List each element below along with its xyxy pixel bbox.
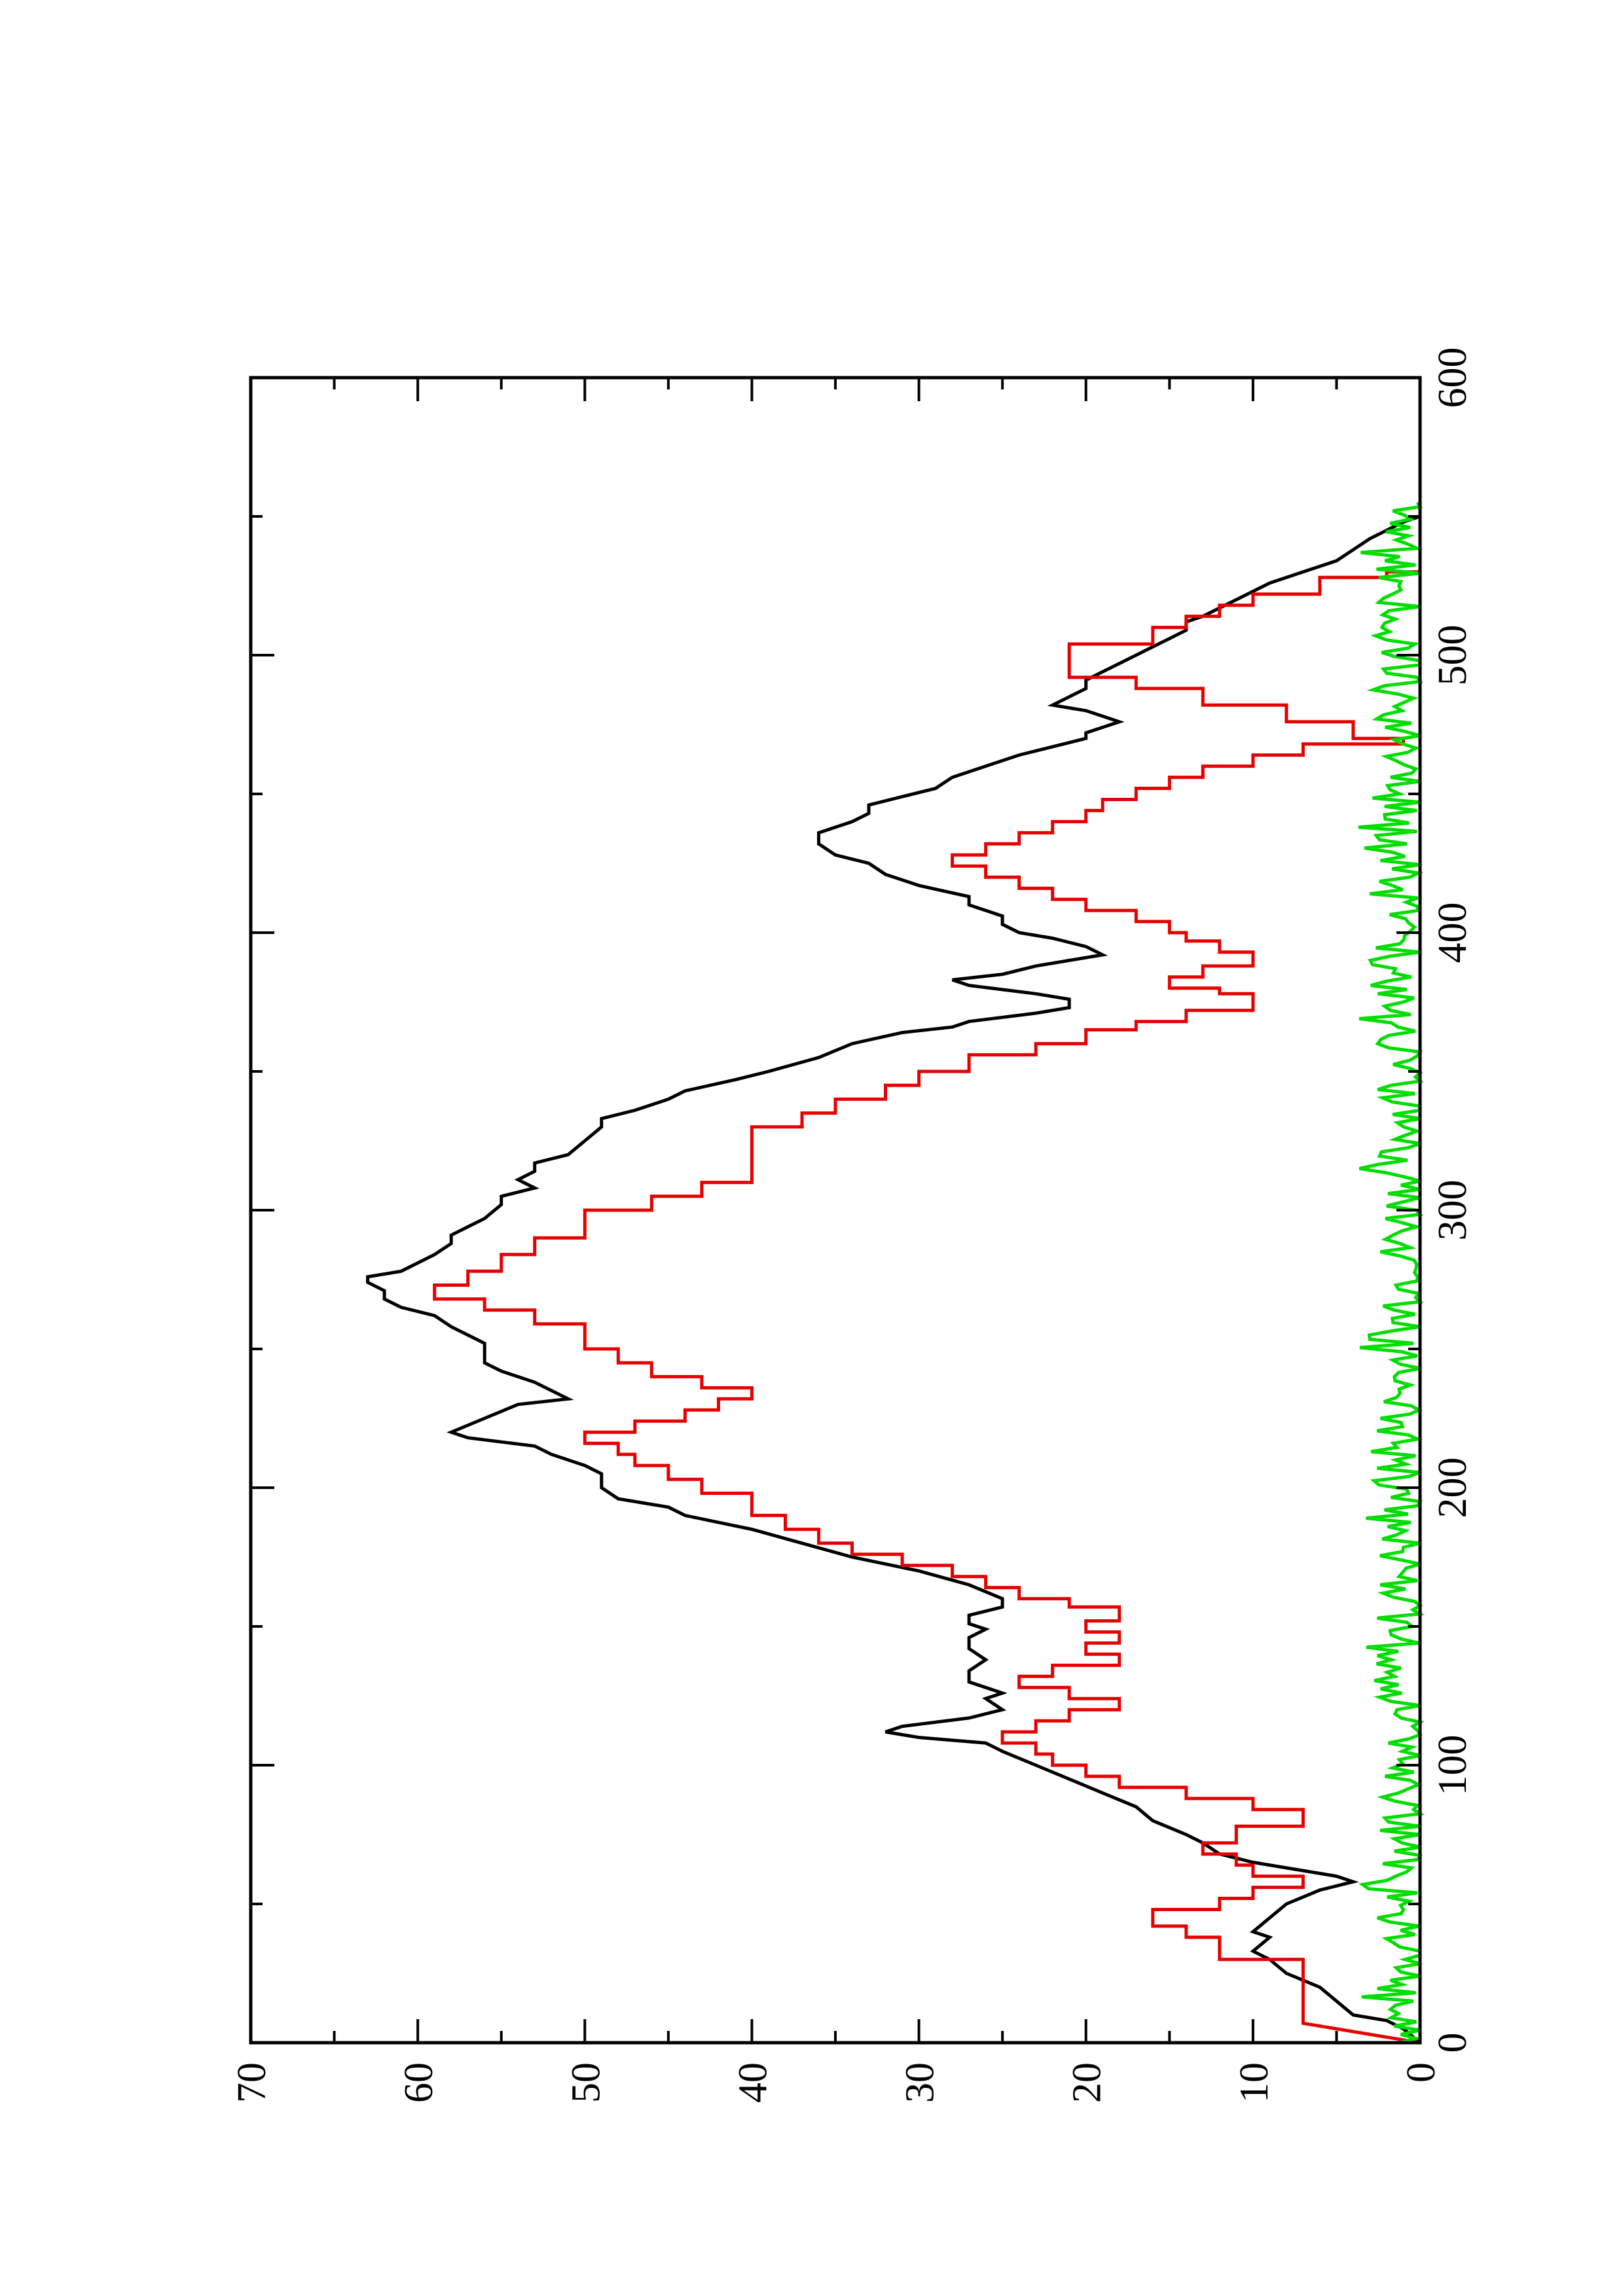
y-tick-label: 0 — [1399, 2062, 1444, 2083]
series-layer — [366, 501, 1425, 2045]
x-tick-label: 100 — [1431, 1735, 1475, 1796]
y-tick-label: 40 — [731, 2062, 775, 2103]
y-tick-label: 30 — [898, 2062, 943, 2103]
x-tick-label: 0 — [1431, 2033, 1475, 2053]
x-tick-label: 600 — [1431, 348, 1475, 408]
series-line-2 — [433, 570, 1421, 2045]
series-line-1 — [366, 514, 1421, 2044]
x-tick-label: 500 — [1431, 625, 1475, 686]
x-tick-label: 400 — [1431, 903, 1475, 963]
tick-layer: 0 100 200 300 400 500 600 0 10 20 30 40 50 60 70 — [230, 348, 1475, 2104]
y-tick-label: 70 — [230, 2062, 274, 2103]
y-tick-label: 10 — [1232, 2062, 1277, 2103]
y-tick-label: 50 — [564, 2062, 608, 2103]
x-tick-label: 300 — [1431, 1180, 1475, 1241]
y-tick-label: 20 — [1065, 2062, 1110, 2103]
x-tick-label: 200 — [1431, 1458, 1475, 1518]
y-tick-label: 60 — [397, 2062, 441, 2103]
series-line-3 — [1358, 501, 1425, 2045]
